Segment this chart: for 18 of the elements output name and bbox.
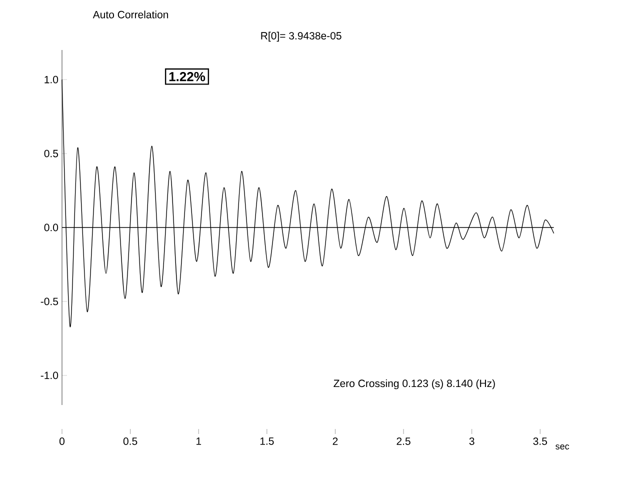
x-tick-label: 2 <box>332 438 338 445</box>
x-tick-label: 0 <box>59 438 64 445</box>
y-tick-label: 1.0 <box>44 76 58 84</box>
x-tick-label: 3 <box>469 438 474 445</box>
x-axis-title: sec <box>556 444 570 450</box>
x-tick-label: 1 <box>196 438 202 445</box>
y-tick-label: 0.0 <box>44 224 58 232</box>
chart-title: Auto Correlation <box>92 10 168 18</box>
text: R[0]= 3.9438e-05 <box>261 32 342 42</box>
x-tick-label: 2.5 <box>396 438 410 445</box>
annotation: 1.22% <box>169 72 206 82</box>
x-tick-label: 3.5 <box>533 438 548 445</box>
annotation: Zero Crossing 0.123 (s) 8.140 (Hz) <box>334 379 495 390</box>
x-tick-label: 1.5 <box>260 438 274 445</box>
y-tick-label: -0.5 <box>40 298 58 306</box>
y-tick-label: 0.5 <box>44 150 58 158</box>
y-tick-label: -1.0 <box>40 372 58 380</box>
x-tick-label: 0.5 <box>123 438 138 445</box>
